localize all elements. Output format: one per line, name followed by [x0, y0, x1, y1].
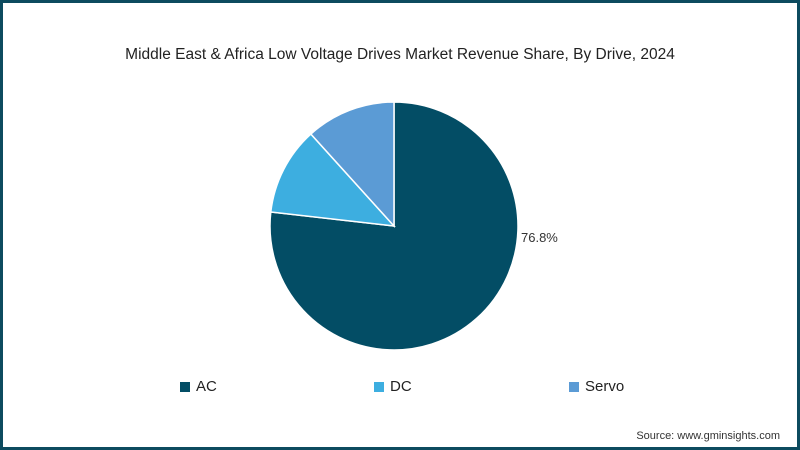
legend-item-servo: Servo: [569, 378, 624, 395]
chart-title: Middle East & Africa Low Voltage Drives …: [125, 46, 675, 63]
legend: AC DC Servo: [0, 378, 800, 402]
pie-slice-dc: [269, 132, 396, 227]
legend-item-dc: DC: [374, 378, 412, 395]
data-label-ac: 76.8%: [521, 230, 558, 245]
legend-swatch-ac: [180, 381, 190, 392]
legend-swatch-servo: [569, 381, 579, 392]
legend-label: DC: [390, 378, 412, 395]
legend-item-ac: AC: [180, 378, 217, 395]
legend-label: AC: [196, 378, 217, 395]
pie-slice-servo: [309, 101, 395, 228]
source-text: Source: www.gminsights.com: [636, 430, 780, 442]
legend-label: Servo: [585, 378, 625, 395]
legend-swatch-dc: [374, 381, 384, 392]
